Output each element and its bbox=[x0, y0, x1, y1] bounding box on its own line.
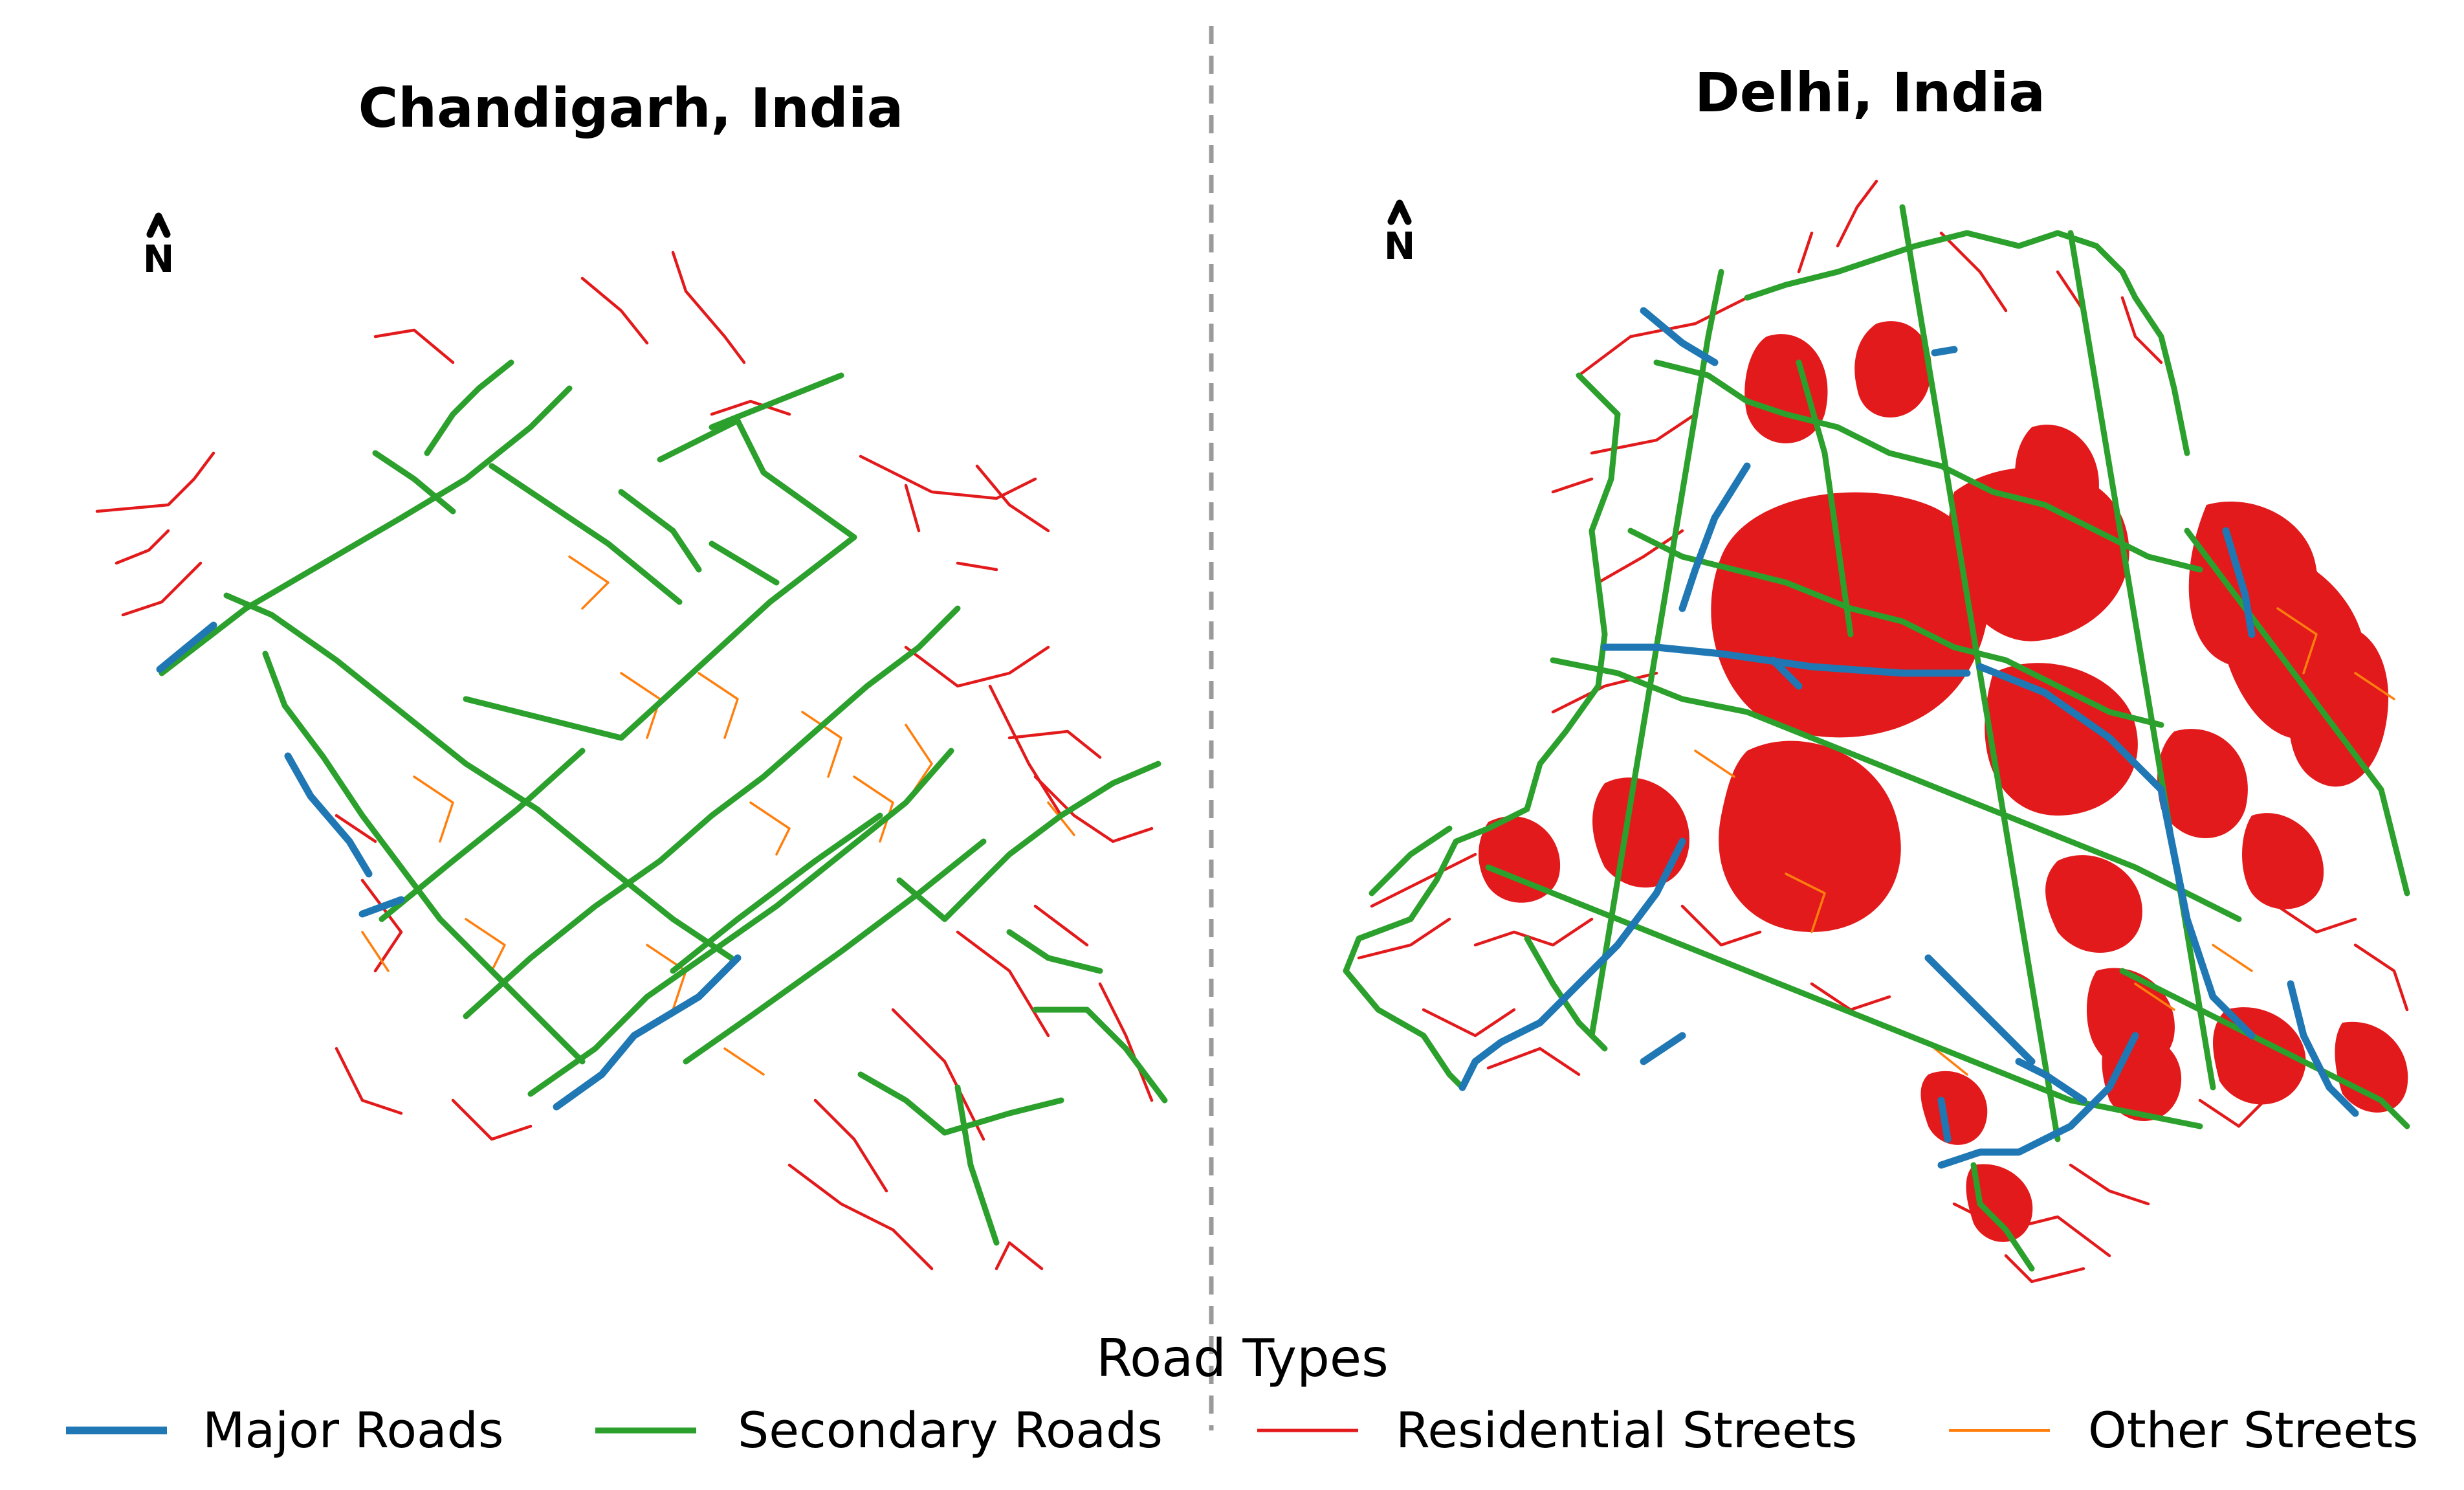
chandigarh-north-arrow: N bbox=[143, 212, 175, 281]
chandigarh-title: Chandigarh, India bbox=[358, 76, 904, 140]
chandigarh-map-panel: Chandigarh, India N bbox=[95, 76, 1168, 1271]
chandigarh-north-label: N bbox=[143, 237, 175, 281]
legend-label-other-streets: Other Streets bbox=[2088, 1401, 2418, 1459]
legend: Road Types Major Roads Secondary Roads R… bbox=[66, 1328, 2418, 1459]
legend-title: Road Types bbox=[1096, 1328, 1389, 1388]
delhi-title: Delhi, India bbox=[1695, 61, 2045, 124]
chandigarh-residential-streets bbox=[95, 250, 1154, 1271]
delhi-other-streets bbox=[1694, 607, 2395, 1076]
legend-item-secondary-roads: Secondary Roads bbox=[595, 1401, 1163, 1459]
delhi-north-label: N bbox=[1384, 224, 1416, 268]
chandigarh-secondary-roads bbox=[159, 359, 1168, 1246]
legend-label-secondary-roads: Secondary Roads bbox=[738, 1401, 1163, 1459]
north-arrow-icon bbox=[1387, 199, 1412, 225]
delhi-major-roads bbox=[1458, 307, 2359, 1169]
legend-item-major-roads: Major Roads bbox=[66, 1401, 503, 1459]
legend-item-other-streets: Other Streets bbox=[1949, 1401, 2418, 1459]
legend-label-residential-streets: Residential Streets bbox=[1396, 1401, 1857, 1459]
delhi-secondary-roads bbox=[1343, 204, 2410, 1272]
north-arrow-icon bbox=[146, 212, 171, 238]
delhi-north-arrow: N bbox=[1384, 199, 1416, 268]
chandigarh-other-streets bbox=[361, 555, 1075, 1076]
legend-label-major-roads: Major Roads bbox=[203, 1401, 503, 1459]
delhi-dense-residential-areas bbox=[1479, 321, 2408, 1242]
chandigarh-major-roads bbox=[156, 621, 742, 1111]
legend-item-residential-streets: Residential Streets bbox=[1257, 1401, 1857, 1459]
delhi-residential-streets bbox=[1357, 179, 2409, 1284]
delhi-map-panel: Delhi, India N bbox=[1343, 61, 2410, 1284]
